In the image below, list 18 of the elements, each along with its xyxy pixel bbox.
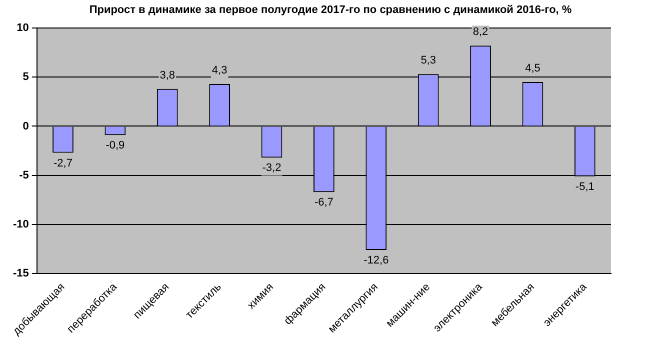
data-label: 4,5 xyxy=(525,62,540,75)
data-label: 8,2 xyxy=(472,26,488,38)
data-label: -2,7 xyxy=(54,157,72,170)
data-label: 5,3 xyxy=(420,54,436,67)
data-label: 3,8 xyxy=(160,69,176,82)
data-label: -5,1 xyxy=(575,180,594,193)
data-label: -3,2 xyxy=(262,162,282,174)
data-label: -6,7 xyxy=(314,196,334,209)
data-label: -0,9 xyxy=(106,140,125,152)
y-tick-label: 10 xyxy=(16,22,29,34)
data-label: -12,6 xyxy=(364,254,389,267)
data-label: 4,3 xyxy=(212,64,228,77)
y-tick-label: 0 xyxy=(22,120,29,132)
y-tick-label: -10 xyxy=(12,218,29,231)
chart-title: Прирост в динамике за первое полугодие 2017-го по сравнению с динамикой 2016-го, % xyxy=(88,4,573,16)
y-tick-label: -5 xyxy=(19,169,29,182)
y-tick-label: 5 xyxy=(22,71,29,84)
y-tick-label: -15 xyxy=(12,268,29,280)
